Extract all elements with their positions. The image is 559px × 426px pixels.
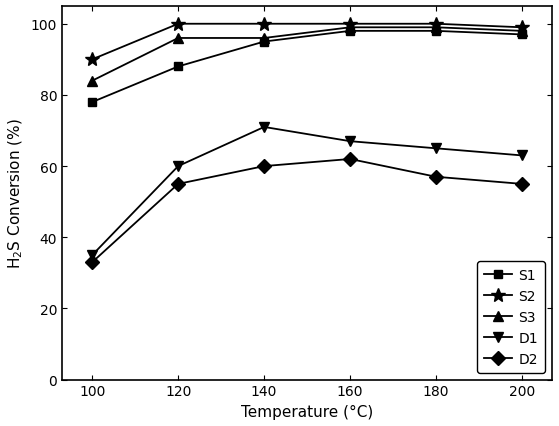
S1: [89, 100, 96, 105]
Line: D2: D2: [87, 155, 527, 268]
S2: [175, 22, 182, 27]
S2: [260, 22, 267, 27]
S3: [89, 79, 96, 84]
Line: S1: S1: [88, 28, 526, 107]
S3: [175, 36, 182, 41]
D1: [433, 147, 439, 152]
D2: [347, 157, 353, 162]
S1: [433, 29, 439, 35]
S3: [347, 26, 353, 31]
D2: [175, 182, 182, 187]
S2: [519, 26, 525, 31]
Line: S2: S2: [86, 18, 529, 67]
D2: [433, 175, 439, 180]
S1: [347, 29, 353, 35]
X-axis label: Temperature (°C): Temperature (°C): [241, 404, 373, 419]
S3: [433, 26, 439, 31]
S1: [519, 33, 525, 38]
Line: D1: D1: [87, 123, 527, 260]
D1: [347, 139, 353, 144]
Y-axis label: H$_2$S Conversion (%): H$_2$S Conversion (%): [7, 118, 25, 268]
S1: [175, 65, 182, 70]
D2: [260, 164, 267, 169]
S2: [433, 22, 439, 27]
S2: [347, 22, 353, 27]
D1: [175, 164, 182, 169]
S3: [519, 29, 525, 35]
D1: [89, 253, 96, 258]
Legend: S1, S2, S3, D1, D2: S1, S2, S3, D1, D2: [477, 262, 545, 373]
S3: [260, 36, 267, 41]
D1: [519, 153, 525, 158]
D2: [89, 260, 96, 265]
S2: [89, 58, 96, 63]
D1: [260, 125, 267, 130]
D2: [519, 182, 525, 187]
Line: S3: S3: [87, 23, 527, 86]
S1: [260, 40, 267, 45]
